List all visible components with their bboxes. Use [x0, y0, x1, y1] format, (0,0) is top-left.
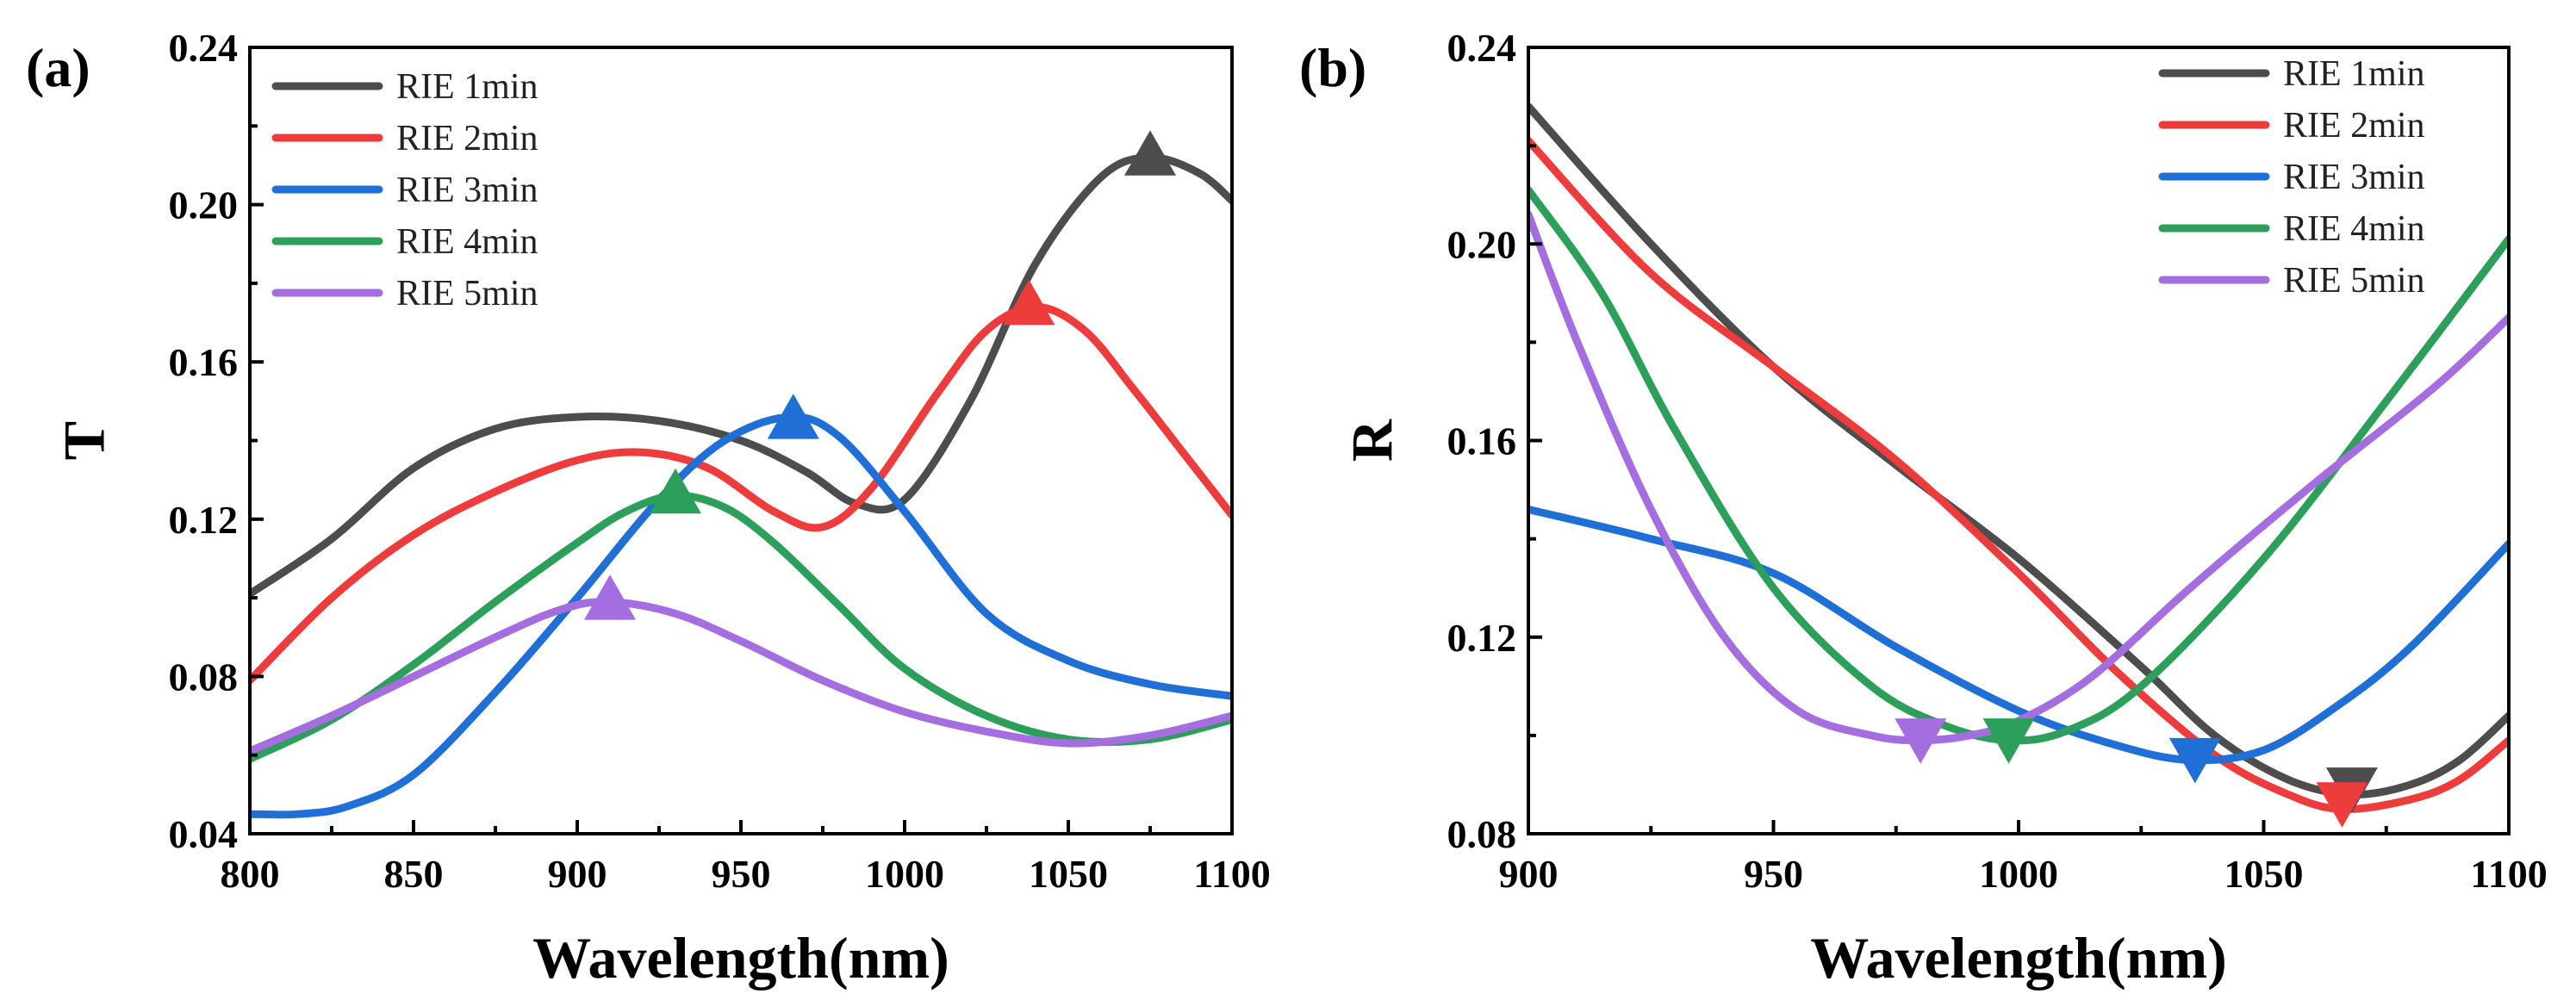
- y-tick-label: 0.20: [169, 183, 239, 227]
- chart-panel-b: 900 950 1000 1050 1100 0.08 0.12 0.16 0.20 0.24 Wa…: [1299, 26, 2548, 990]
- x-tick-label: 1100: [1193, 852, 1270, 896]
- marker-rie-5min: [1895, 718, 1947, 764]
- y-tick-label: 0.16: [1447, 419, 1517, 463]
- x-tick-label: 800: [221, 852, 280, 896]
- x-tick-label: 900: [1499, 852, 1559, 896]
- y-tick-label: 0.08: [169, 655, 239, 699]
- x-tick-label: 1000: [1979, 852, 2058, 896]
- marker-rie-3min: [2168, 737, 2221, 784]
- marker-rie-2min: [1003, 279, 1055, 326]
- series-lines: [250, 153, 1232, 819]
- legend-label: RIE 3min: [396, 171, 538, 210]
- series-line-rie-2min: [1528, 136, 2509, 814]
- y-tick-label: 0.12: [1447, 616, 1517, 660]
- marker-rie-3min: [767, 394, 819, 439]
- marker-rie-4min: [650, 468, 701, 514]
- legend-label: RIE 1min: [2283, 54, 2425, 94]
- marker-rie-5min: [584, 574, 636, 620]
- legend-label: RIE 4min: [396, 222, 538, 262]
- series-line-rie-3min: [250, 413, 1232, 819]
- legend-label: RIE 1min: [396, 67, 538, 107]
- panel-label: (a): [26, 37, 90, 98]
- series-line-rie-1min: [250, 153, 1232, 598]
- panel-label: (b): [1299, 37, 1366, 98]
- y-tick-label: 0.20: [1447, 222, 1517, 266]
- y-tick-label: 0.04: [169, 812, 239, 856]
- y-tick-label: 0.16: [169, 340, 239, 384]
- y-tick-label: 0.24: [1447, 26, 1517, 70]
- series-line-rie-4min: [1528, 186, 2509, 745]
- series-line-rie-5min: [250, 598, 1232, 755]
- series-line-rie-5min: [1528, 210, 2509, 745]
- marker-rie-1min: [1124, 130, 1176, 176]
- x-axis-title: Wavelength(nm): [532, 925, 949, 990]
- legend: RIE 1min RIE 2min RIE 3min RIE 4min RIE 5min: [271, 67, 538, 314]
- x-tick-label: 950: [1744, 852, 1803, 896]
- y-tick-label: 0.12: [169, 498, 239, 542]
- series-line-rie-2min: [250, 302, 1232, 685]
- y-axis-title: T: [52, 421, 117, 460]
- y-axis-title: R: [1340, 419, 1405, 462]
- series-line-rie-3min: [1528, 505, 2509, 765]
- legend-label: RIE 5min: [396, 274, 538, 314]
- legend-label: RIE 5min: [2283, 261, 2425, 301]
- series-line-rie-4min: [250, 491, 1232, 763]
- series-line-rie-1min: [1528, 102, 2509, 798]
- x-tick-label: 950: [712, 852, 771, 896]
- series-lines: [1528, 102, 2509, 814]
- y-tick-label: 0.08: [1447, 812, 1517, 856]
- legend-label: RIE 2min: [2283, 106, 2425, 146]
- marker-rie-4min: [1982, 718, 2035, 764]
- legend-label: RIE 2min: [396, 119, 538, 158]
- legend-label: RIE 4min: [2283, 209, 2425, 249]
- x-tick-label: 1050: [2224, 852, 2304, 896]
- x-tick-label: 850: [384, 852, 444, 896]
- x-axis-title: Wavelength(nm): [1810, 925, 2227, 990]
- y-tick-label: 0.24: [169, 26, 239, 70]
- x-tick-label: 900: [548, 852, 607, 896]
- legend: RIE 1min RIE 2min RIE 3min RIE 4min RIE 5min: [2158, 54, 2425, 301]
- x-tick-label: 1050: [1029, 852, 1108, 896]
- x-tick-label: 1100: [2470, 852, 2547, 896]
- marker-rie-2min: [2316, 782, 2368, 828]
- legend-label: RIE 3min: [2283, 158, 2425, 197]
- x-tick-label: 1000: [865, 852, 944, 896]
- chart-panel-a: 800 850 900 950 1000 1050 1100 0.04 0.08 0.12 0.16…: [26, 26, 1271, 990]
